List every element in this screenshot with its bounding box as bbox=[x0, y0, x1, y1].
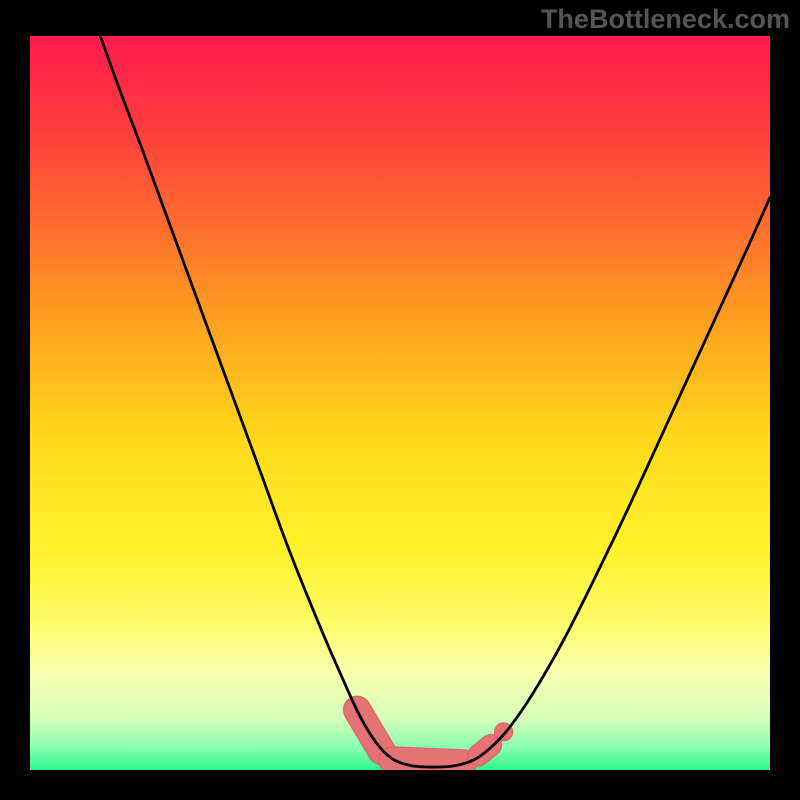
bottleneck-curve bbox=[100, 36, 770, 767]
data-point-blobs bbox=[357, 710, 513, 764]
chart-container: { "meta": { "canvas_width": 800, "canvas… bbox=[0, 0, 800, 800]
watermark-text: TheBottleneck.com bbox=[541, 4, 790, 35]
chart-overlay-svg bbox=[0, 0, 800, 800]
